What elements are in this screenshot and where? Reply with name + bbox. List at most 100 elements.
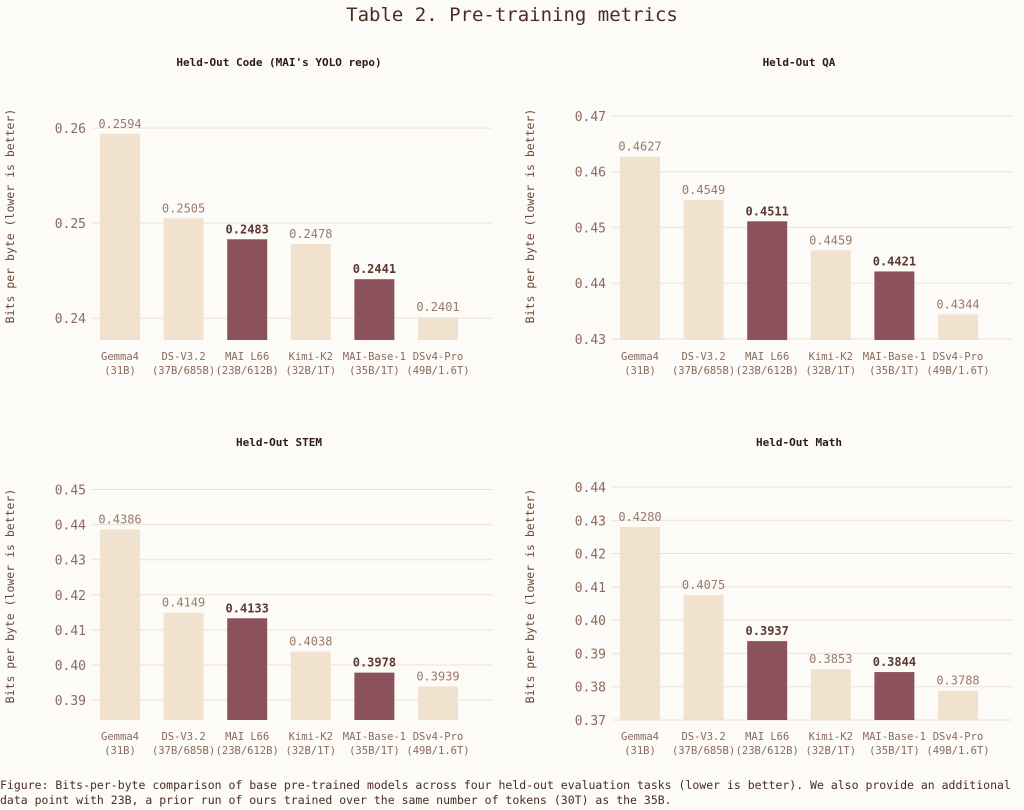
y-tick-label: 0.39 — [55, 694, 86, 709]
bar — [163, 218, 204, 340]
category-sublabel: (49B/1.6T) — [406, 365, 469, 377]
category-sublabel: (23B/612B) — [736, 745, 799, 757]
category-sublabel: (49B/1.6T) — [926, 745, 989, 757]
bar-highlight — [747, 641, 788, 720]
y-tick-label: 0.43 — [575, 333, 606, 348]
bar-highlight — [354, 672, 395, 720]
category-label: Kimi-K2 — [289, 731, 333, 743]
category-sublabel: (23B/612B) — [216, 745, 279, 757]
y-tick-label: 0.40 — [55, 659, 86, 674]
value-label: 0.2441 — [353, 262, 396, 276]
category-sublabel: (35B/1T) — [349, 365, 400, 377]
category-label: MAI-Base-1 — [863, 731, 926, 743]
chart-code: Held-Out Code (MAI's YOLO repo)0.240.250… — [3, 56, 492, 377]
bar — [418, 317, 458, 340]
y-tick-label: 0.40 — [575, 614, 606, 629]
bar-highlight — [354, 279, 395, 340]
category-label: MAI-Base-1 — [343, 351, 406, 363]
category-sublabel: (31B) — [624, 365, 656, 377]
category-sublabel: (37B/685B) — [152, 745, 215, 757]
category-label: DSv4-Pro — [413, 731, 464, 743]
category-label: DS-V3.2 — [161, 731, 205, 743]
bar-highlight — [227, 239, 268, 340]
value-label: 0.3788 — [936, 674, 979, 688]
value-label: 0.4549 — [682, 183, 725, 197]
bar — [163, 612, 204, 720]
value-label: 0.4421 — [873, 254, 916, 268]
value-label: 0.4075 — [682, 578, 725, 592]
value-label: 0.4038 — [289, 635, 332, 649]
category-sublabel: (32B/1T) — [286, 745, 337, 757]
category-sublabel: (23B/612B) — [216, 365, 279, 377]
chart-panel-code: Held-Out Code (MAI's YOLO repo) 0.24 0.25 0… — [0, 50, 512, 388]
category-label: Kimi-K2 — [809, 731, 853, 743]
value-label: 0.4133 — [226, 601, 269, 615]
category-sublabel: (23B/612B) — [736, 365, 799, 377]
value-label: 0.4459 — [809, 233, 852, 247]
y-axis-label: Bits per byte (lower is better) — [3, 109, 17, 324]
value-label: 0.4149 — [162, 596, 205, 610]
category-sublabel: (37B/685B) — [672, 745, 735, 757]
category-label: DS-V3.2 — [681, 731, 725, 743]
value-label: 0.2505 — [162, 201, 205, 215]
category-sublabel: (37B/685B) — [152, 365, 215, 377]
category-label: Gemma4 — [101, 351, 139, 363]
category-label: Gemma4 — [621, 351, 659, 363]
category-label: Gemma4 — [621, 731, 659, 743]
bar-highlight — [874, 672, 915, 720]
category-sublabel: (31B) — [104, 365, 136, 377]
category-label: DS-V3.2 — [681, 351, 725, 363]
value-label: 0.4344 — [936, 297, 979, 311]
category-label: MAI L66 — [745, 731, 789, 743]
category-sublabel: (32B/1T) — [806, 745, 857, 757]
category-label: MAI L66 — [745, 351, 789, 363]
y-tick-label: 0.43 — [55, 554, 86, 569]
value-label: 0.3853 — [809, 652, 852, 666]
category-label: DS-V3.2 — [161, 351, 205, 363]
bar — [290, 244, 331, 340]
y-axis-label: Bits per byte (lower is better) — [3, 489, 17, 704]
chart-panel-math: Held-Out Math 0.37 0.38 0.39 0.40 0.41 0.42 0.4… — [520, 430, 1024, 768]
chart-title: Held-Out QA — [763, 56, 836, 69]
bar — [418, 686, 458, 720]
chart-title: Held-Out Math — [756, 436, 842, 449]
category-label: DSv4-Pro — [933, 351, 984, 363]
category-label: MAI-Base-1 — [343, 731, 406, 743]
figure-caption: Figure: Bits-per-byte comparison of base… — [0, 778, 1018, 807]
y-tick-label: 0.41 — [575, 581, 606, 596]
y-tick-label: 0.37 — [575, 714, 606, 729]
category-label: MAI L66 — [225, 731, 269, 743]
value-label: 0.2401 — [416, 300, 459, 314]
y-tick-label: 0.38 — [575, 681, 606, 696]
bar — [938, 690, 978, 720]
category-sublabel: (49B/1.6T) — [926, 365, 989, 377]
value-label: 0.3844 — [873, 655, 916, 669]
y-axis-label: Bits per byte (lower is better) — [523, 489, 537, 704]
value-label: 0.2594 — [98, 117, 141, 131]
category-label: Kimi-K2 — [809, 351, 853, 363]
category-label: DSv4-Pro — [933, 731, 984, 743]
bar-highlight — [747, 221, 788, 340]
bar-highlight — [874, 271, 915, 340]
bar — [100, 133, 140, 340]
chart-title: Held-Out STEM — [236, 436, 322, 449]
bar — [810, 669, 851, 720]
y-tick-label: 0.47 — [575, 110, 606, 125]
y-tick-label: 0.41 — [55, 624, 86, 639]
bar — [620, 526, 660, 720]
category-label: MAI-Base-1 — [863, 351, 926, 363]
category-sublabel: (35B/1T) — [349, 745, 400, 757]
category-sublabel: (32B/1T) — [286, 365, 337, 377]
y-axis-label: Bits per byte (lower is better) — [523, 109, 537, 324]
y-tick-label: 0.44 — [575, 277, 606, 292]
chart-math: Held-Out Math 0.37 0.38 0.39 0.40 0.41 0.42 0.4… — [523, 436, 1012, 757]
page-title: Table 2. Pre-training metrics — [346, 4, 678, 26]
value-label: 0.3939 — [416, 669, 459, 683]
category-label: Gemma4 — [101, 731, 139, 743]
bar — [620, 156, 660, 340]
bar — [100, 529, 140, 720]
category-label: MAI L66 — [225, 351, 269, 363]
y-tick-label: 0.45 — [575, 221, 606, 236]
chart-panel-stem: Held-Out STEM 0.39 0.40 0.41 0.42 0.43 0.44 0.4… — [0, 430, 512, 768]
y-tick-label: 0.24 — [55, 312, 86, 327]
